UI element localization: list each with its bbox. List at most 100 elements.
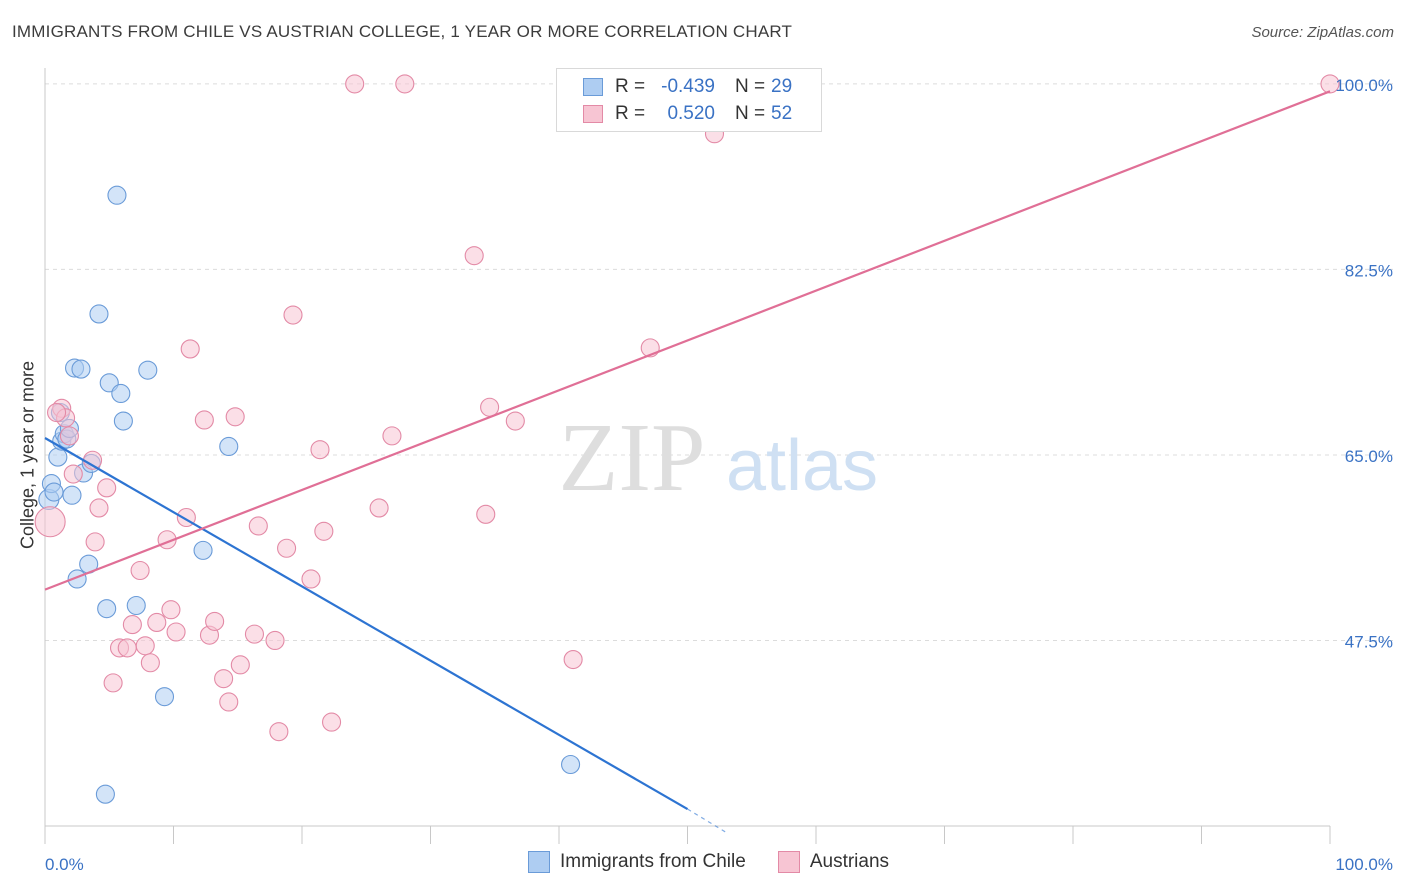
legend-label: Austrians <box>809 851 890 872</box>
austrians-point <box>85 532 105 552</box>
legend-n-label: N = <box>735 76 766 97</box>
austrians-point <box>345 74 365 94</box>
austrians-point <box>225 407 245 427</box>
austrians-point <box>277 538 297 558</box>
legend-r-value: 0.520 <box>667 103 715 124</box>
chile-point <box>219 436 239 457</box>
chile-point <box>126 595 146 616</box>
austrians-point <box>63 464 83 484</box>
chile-trendline-extension <box>687 808 727 833</box>
austrians-point <box>244 624 265 644</box>
watermark-zip: ZIP <box>559 404 706 512</box>
watermark: ZIP atlas <box>559 404 879 512</box>
data-points <box>34 74 1340 804</box>
chile-point <box>62 485 82 505</box>
chile-point <box>138 360 158 380</box>
y-axis-label: College, 1 year or more <box>17 360 38 550</box>
chile-point <box>113 411 133 431</box>
y-tick-label: 100.0% <box>1335 76 1393 95</box>
legend-n-value: 29 <box>771 76 793 97</box>
chile-point <box>561 754 581 775</box>
axes <box>44 68 1331 844</box>
austrians-point <box>230 655 250 675</box>
y-tick-label: 65.0% <box>1345 447 1393 466</box>
austrians-point <box>122 615 142 635</box>
chile-trendline <box>44 437 689 810</box>
chile-point <box>71 359 91 379</box>
legend-r-label: R = <box>615 103 646 124</box>
austrians-point <box>130 560 150 581</box>
austrians-point <box>476 504 496 524</box>
austrians-point <box>301 569 321 589</box>
legend-swatch-blue <box>583 78 603 96</box>
austrians-point <box>480 397 500 417</box>
trendlines <box>44 90 1331 833</box>
austrians-point <box>34 506 66 538</box>
austrians-point <box>310 440 330 460</box>
austrians-point <box>140 653 160 673</box>
legend-n-value: 52 <box>771 103 793 124</box>
austrians-point <box>47 402 67 423</box>
legend-item-chile[interactable]: Immigrants from Chile <box>528 851 746 873</box>
austrians-trendline <box>44 90 1331 591</box>
austrians-point <box>161 600 181 620</box>
y-tick-label: 47.5% <box>1345 632 1393 651</box>
austrians-point <box>314 521 334 541</box>
x-tick-label: 100.0% <box>1335 855 1393 874</box>
legend-swatch-pink <box>777 851 800 873</box>
austrians-point <box>248 516 268 536</box>
austrians-point <box>214 669 234 689</box>
austrians-point <box>464 246 484 266</box>
austrians-point <box>382 426 402 446</box>
austrians-point <box>505 411 525 431</box>
austrians-point <box>117 638 137 658</box>
austrians-point <box>269 722 289 742</box>
austrians-point <box>194 410 214 430</box>
chile-point <box>44 482 64 502</box>
chile-point <box>95 784 115 804</box>
chile-point <box>97 599 117 619</box>
x-tick-label: 0.0% <box>45 855 84 874</box>
legend-row-chile: R = -0.439 N = 29 <box>583 74 792 100</box>
legend-swatch-pink <box>583 105 603 123</box>
chile-point <box>154 687 175 707</box>
austrians-point <box>59 426 79 446</box>
legend-row-austrians: R = 0.520 N = 52 <box>583 101 792 127</box>
austrians-point <box>166 622 186 642</box>
austrians-point <box>180 339 200 359</box>
chile-point <box>48 447 68 467</box>
legend-r-label: R = <box>615 76 646 97</box>
austrians-point <box>1320 74 1340 94</box>
chile-point <box>107 185 127 205</box>
austrians-point <box>205 611 225 631</box>
source-label: Source: ZipAtlas.com <box>1251 24 1394 41</box>
series-legend: Immigrants from Chile Austrians <box>528 851 921 873</box>
austrians-point <box>265 630 285 651</box>
austrians-point <box>219 692 239 712</box>
austrians-point <box>395 74 415 94</box>
austrians-point <box>147 612 167 633</box>
austrians-point <box>283 305 303 325</box>
watermark-atlas: atlas <box>726 426 878 506</box>
legend-label: Immigrants from Chile <box>560 851 746 872</box>
correlation-legend: R = -0.439 N = 29 R = 0.520 N = 52 <box>556 68 822 132</box>
austrians-point <box>97 478 117 498</box>
tick-labels: 100.0% 82.5% 65.0% 47.5% 0.0% 100.0% <box>45 76 1393 874</box>
chile-point <box>111 383 131 404</box>
austrians-point <box>369 498 389 518</box>
legend-r-value: -0.439 <box>661 76 715 97</box>
austrians-point <box>103 673 123 693</box>
legend-n-label: N = <box>735 103 766 124</box>
austrians-point <box>89 498 109 518</box>
gridlines <box>45 83 1394 641</box>
legend-item-austrians[interactable]: Austrians <box>777 851 890 873</box>
austrians-point <box>135 636 155 656</box>
legend-swatch-blue <box>528 851 550 873</box>
chile-point <box>89 304 109 324</box>
chart-title: IMMIGRANTS FROM CHILE VS AUSTRIAN COLLEG… <box>12 22 793 41</box>
austrians-point <box>322 712 342 732</box>
austrians-point <box>563 650 583 670</box>
y-tick-label: 82.5% <box>1345 261 1393 280</box>
chile-point <box>193 540 213 560</box>
